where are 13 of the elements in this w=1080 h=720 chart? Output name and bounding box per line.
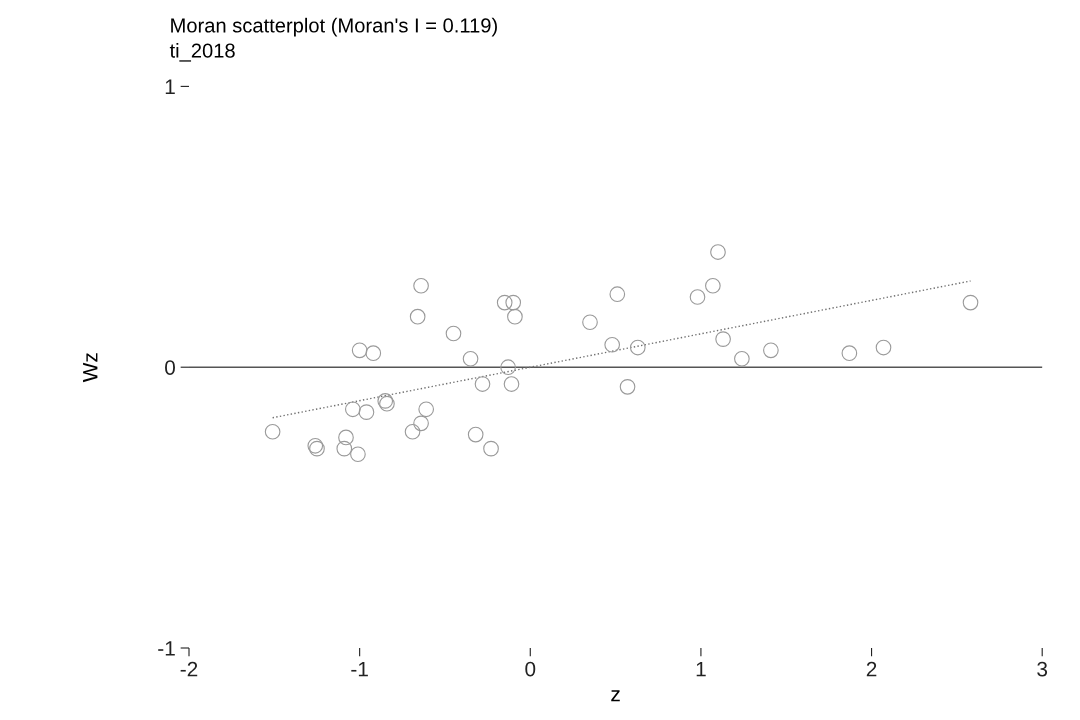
x-tick-label: -2 <box>180 661 198 677</box>
x-tick-label: -1 <box>351 661 368 677</box>
x-tick-label: 0 <box>525 661 536 677</box>
x-tick-label: 3 <box>1037 661 1048 677</box>
y-tick-label: 1 <box>165 79 175 94</box>
y-tick-label: 0 <box>165 360 175 375</box>
chart-subtitle: ti_2018 <box>169 43 235 62</box>
x-tick-label: 1 <box>696 661 706 677</box>
x-tick-label: 2 <box>866 661 877 677</box>
y-axis-title: Wz <box>83 353 98 383</box>
x-axis-title: z <box>611 690 620 702</box>
y-tick-label: -1 <box>158 641 175 656</box>
chart-title: Moran scatterplot (Moran's I = 0.119) <box>171 17 497 37</box>
